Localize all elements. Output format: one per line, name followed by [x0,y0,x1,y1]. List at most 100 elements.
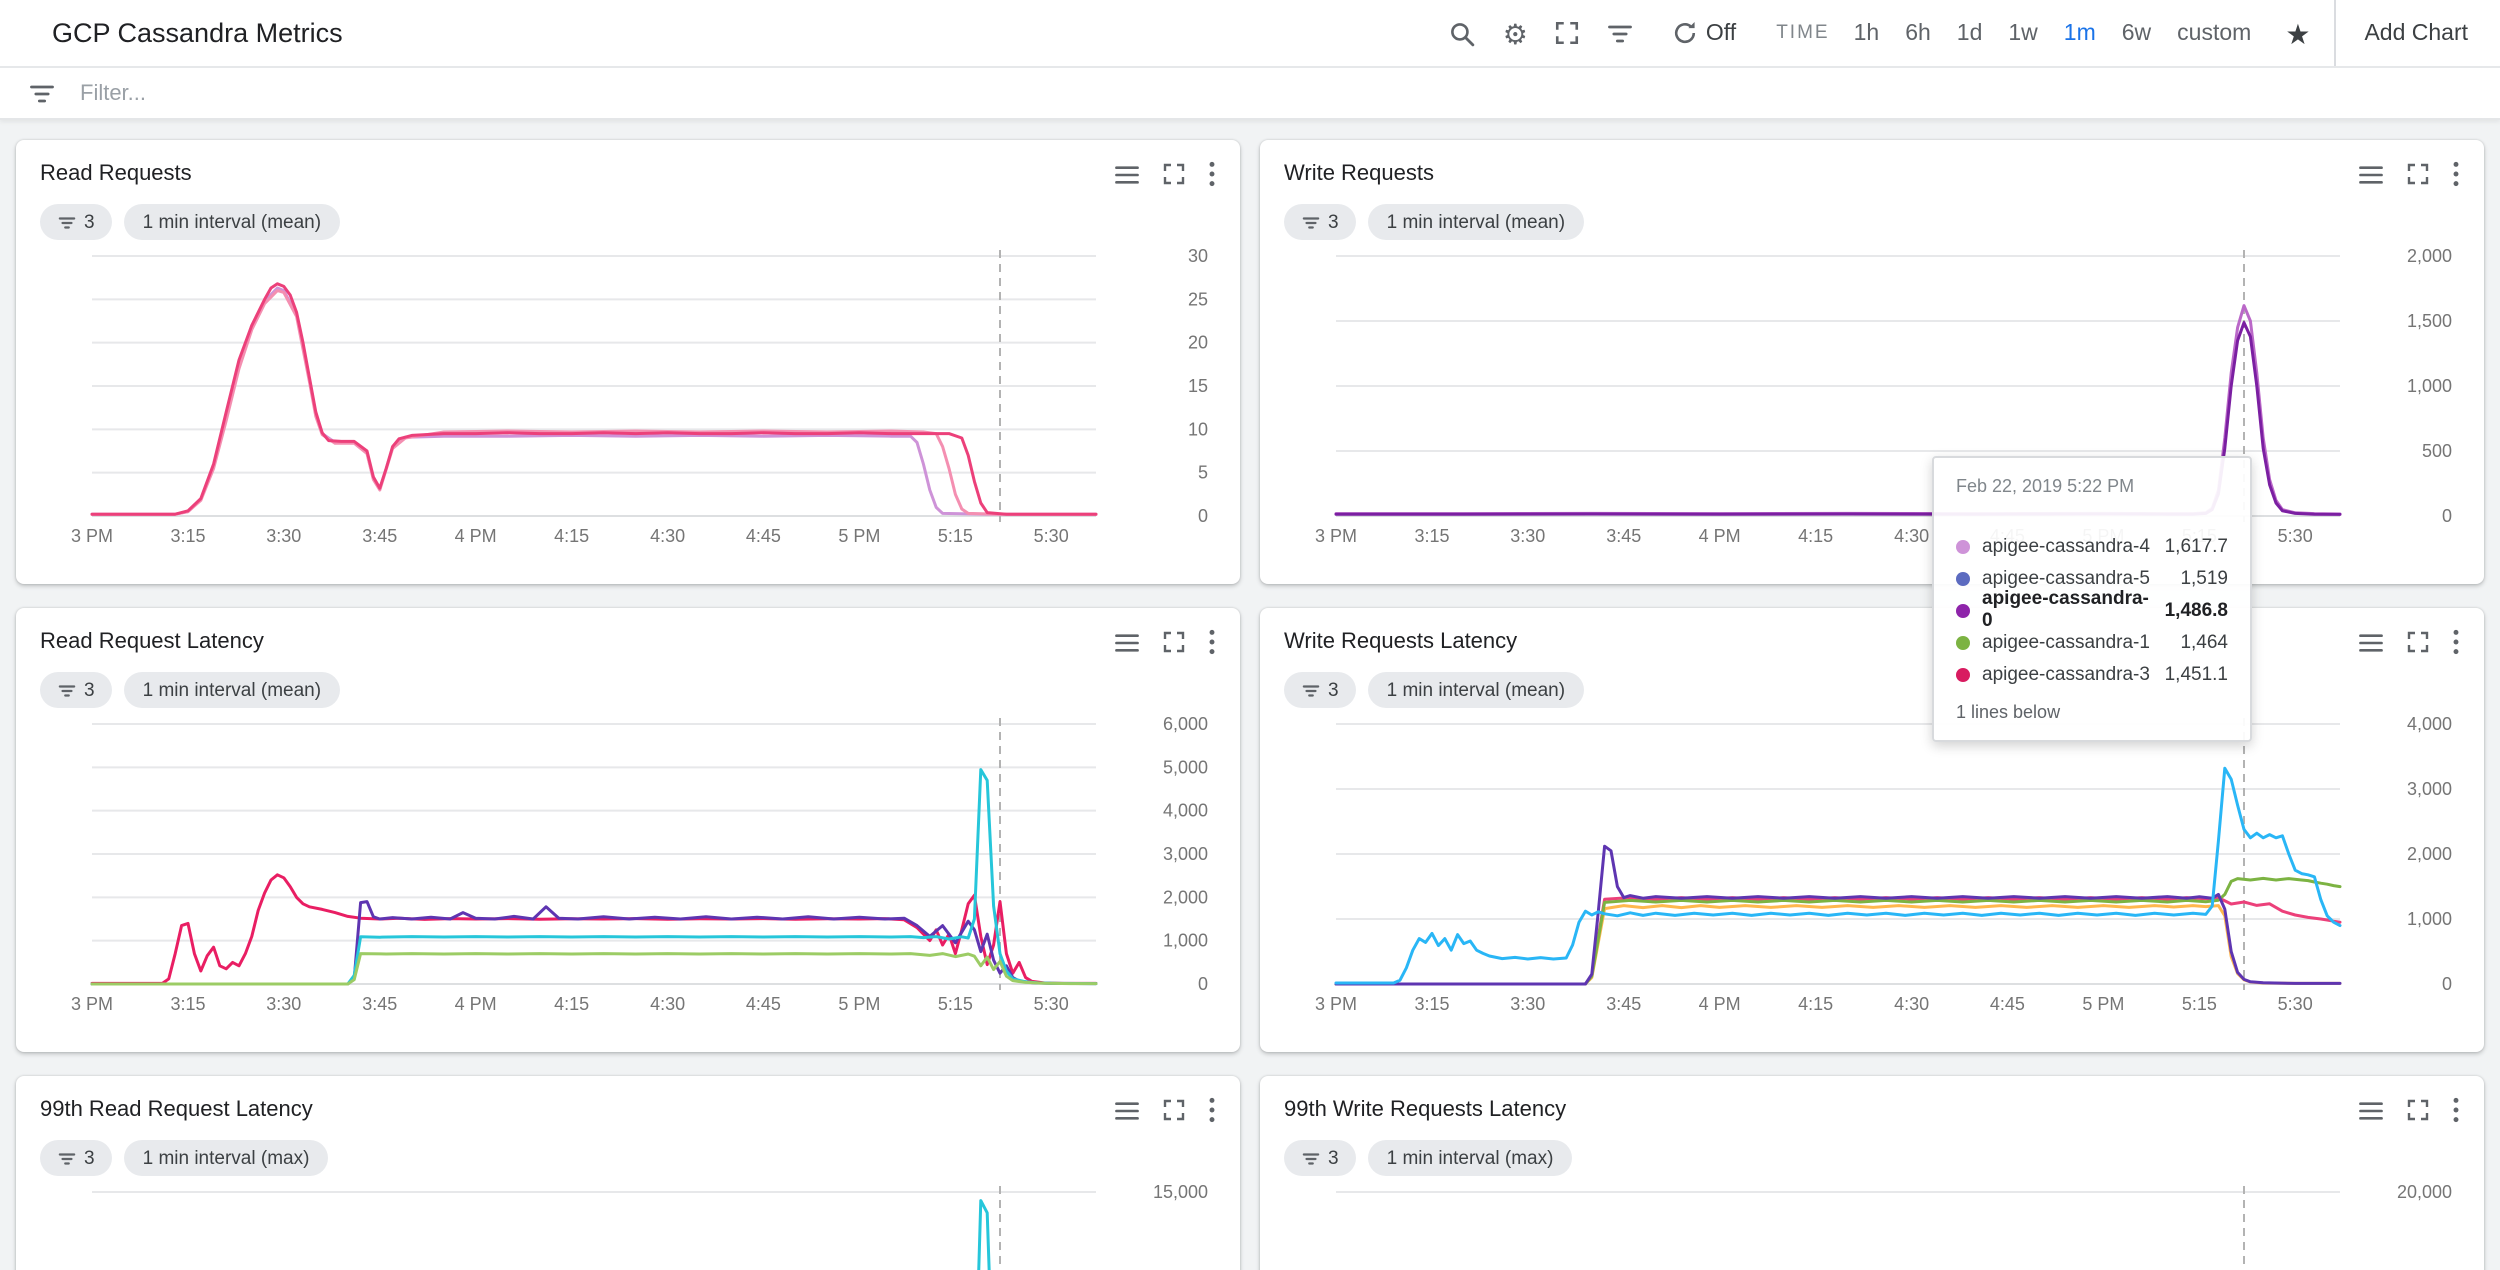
svg-text:25: 25 [1188,289,1208,309]
series-value: 1,519 [2180,567,2228,589]
svg-text:5: 5 [1198,463,1208,483]
series-name: apigee-cassandra-3 [1982,663,2150,685]
interval-chip[interactable]: 1 min interval (mean) [1368,204,1584,240]
svg-text:3,000: 3,000 [1163,844,1208,864]
svg-text:4 PM: 4 PM [1699,994,1741,1014]
chart-title: 99th Write Requests Latency [1284,1098,1567,1122]
svg-text:3:30: 3:30 [1510,526,1545,546]
filter-count-chip[interactable]: 3 [1284,204,1357,240]
legend-icon[interactable] [1114,161,1140,187]
range-6h[interactable]: 6h [1905,21,1931,45]
svg-text:4:15: 4:15 [554,526,589,546]
svg-text:30: 30 [1188,246,1208,266]
funnel-filter-icon[interactable] [28,79,56,107]
series-name: apigee-cassandra-5 [1982,567,2150,589]
legend-icon[interactable] [2358,629,2384,655]
svg-text:0: 0 [2442,974,2452,994]
add-chart-button[interactable]: Add Chart [2334,0,2500,66]
chart-plot[interactable]: 0 1,000 2,000 3,000 4,000 3 PM 3:15 3:30 3:45 4 P… [1284,712,2460,1042]
range-1m-selected[interactable]: 1m [2063,21,2096,45]
auto-refresh-toggle[interactable]: Off [1672,20,1736,46]
interval-chip[interactable]: 1 min interval (mean) [1368,672,1584,708]
svg-text:5:15: 5:15 [938,526,973,546]
kebab-menu-icon[interactable] [2452,160,2460,188]
interval-chip[interactable]: 1 min interval (mean) [124,204,340,240]
svg-text:1,000: 1,000 [1163,931,1208,951]
tooltip-row: apigee-cassandra-1 1,464 [1956,626,2228,658]
series-value: 1,464 [2180,631,2228,653]
chart-plot[interactable]: 0 1,000 2,000 3,000 4,000 5,000 6,000 3 PM 3:15 3… [40,712,1216,1042]
chart-plot[interactable]: 20,000 [1284,1180,2460,1270]
interval-chip[interactable]: 1 min interval (mean) [124,672,340,708]
svg-text:4:30: 4:30 [1894,994,1929,1014]
range-custom[interactable]: custom [2177,21,2252,45]
expand-icon[interactable] [2406,162,2430,186]
card-actions [2358,160,2460,188]
time-section-label: TIME [1776,22,1830,44]
interval-chip[interactable]: 1 min interval (max) [124,1140,328,1176]
svg-text:2,000: 2,000 [2407,246,2452,266]
filter-count-chip[interactable]: 3 [1284,1140,1357,1176]
svg-text:5:30: 5:30 [1034,526,1069,546]
svg-text:5:30: 5:30 [2278,994,2313,1014]
chip-row: 3 1 min interval (max) [1284,1140,2460,1176]
fullscreen-icon[interactable] [1554,20,1580,46]
legend-icon[interactable] [1114,629,1140,655]
chart-title: Read Request Latency [40,630,264,654]
kebab-menu-icon[interactable] [1208,628,1216,656]
expand-icon[interactable] [2406,630,2430,654]
kebab-menu-icon[interactable] [2452,628,2460,656]
chart-plot[interactable]: 0 500 1,000 1,500 2,000 3 PM 3:15 3:30 3:45 4 PM 4… [1284,244,2460,574]
chart-card-read-request-latency: Read Request Latency 3 1 min interval (m… [16,608,1240,1052]
settings-gear-icon[interactable]: ⚙ [1502,17,1528,49]
search-icon[interactable] [1449,19,1477,47]
filter-count-label: 3 [84,211,95,233]
range-1h[interactable]: 1h [1853,21,1880,45]
svg-text:4,000: 4,000 [2407,714,2452,734]
svg-text:4:45: 4:45 [1990,994,2025,1014]
chart-canvas[interactable]: 0 1,000 2,000 3,000 4,000 3 PM 3:15 3:30 3:45 4 P… [1284,712,2460,1032]
expand-icon[interactable] [1162,630,1186,654]
chart-canvas[interactable]: 0 500 1,000 1,500 2,000 3 PM 3:15 3:30 3:45 4 PM 4… [1284,244,2460,564]
chart-canvas[interactable]: 0 1,000 2,000 3,000 4,000 5,000 6,000 3 PM 3:15 3… [40,712,1216,1032]
kebab-menu-icon[interactable] [1208,1096,1216,1124]
chart-canvas[interactable]: 0 5 10 15 20 25 30 3 PM 3:15 3:30 3:45 4 PM 4:15 4:30… [40,244,1216,564]
favorite-star-icon[interactable]: ★ [2285,17,2311,49]
svg-text:3:15: 3:15 [1414,526,1449,546]
range-1d[interactable]: 1d [1956,21,1983,45]
svg-text:4:45: 4:45 [746,526,781,546]
filter-input[interactable]: Filter... [80,81,147,105]
card-header: Write Requests [1284,160,2460,188]
page-title: GCP Cassandra Metrics [52,18,343,48]
interval-chip[interactable]: 1 min interval (max) [1368,1140,1572,1176]
range-1w[interactable]: 1w [2008,21,2038,45]
kebab-menu-icon[interactable] [2452,1096,2460,1124]
filter-count-chip[interactable]: 3 [40,204,113,240]
tooltip-row: apigee-cassandra-3 1,451.1 [1956,658,2228,690]
svg-text:5:30: 5:30 [1034,994,1069,1014]
chart-plot[interactable]: 15,000 [40,1180,1216,1270]
range-6w[interactable]: 6w [2121,21,2152,45]
legend-icon[interactable] [2358,161,2384,187]
series-color-dot [1956,539,1970,553]
expand-icon[interactable] [2406,1098,2430,1122]
dashboard-filter-bar: Filter... [0,68,2500,120]
svg-text:5:15: 5:15 [938,994,973,1014]
kebab-menu-icon[interactable] [1208,160,1216,188]
legend-icon[interactable] [1114,1097,1140,1123]
series-name: apigee-cassandra-0 [1982,588,2149,632]
card-actions [1114,160,1216,188]
filter-count-chip[interactable]: 3 [40,1140,113,1176]
chart-canvas[interactable]: 15,000 [40,1180,1216,1270]
filter-count-chip[interactable]: 3 [40,672,113,708]
chart-canvas[interactable]: 20,000 [1284,1180,2460,1270]
svg-text:0: 0 [1198,974,1208,994]
expand-icon[interactable] [1162,1098,1186,1122]
filter-list-icon[interactable] [1606,19,1634,47]
filter-count-label: 3 [1328,679,1339,701]
chart-plot[interactable]: 0 5 10 15 20 25 30 3 PM 3:15 3:30 3:45 4 PM 4:15 4:30… [40,244,1216,574]
expand-icon[interactable] [1162,162,1186,186]
svg-text:3,000: 3,000 [2407,779,2452,799]
legend-icon[interactable] [2358,1097,2384,1123]
filter-count-chip[interactable]: 3 [1284,672,1357,708]
